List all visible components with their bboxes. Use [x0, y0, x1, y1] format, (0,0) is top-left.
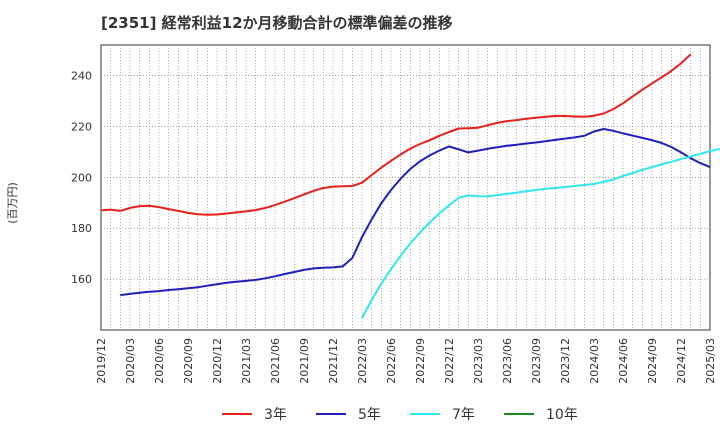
x-tick-label: 2022/03: [356, 338, 369, 384]
x-tick-label: 2024/09: [646, 338, 659, 384]
x-tick-label: 2020/03: [124, 338, 137, 384]
series-line: [361, 147, 720, 319]
legend: 3年 5年 7年 10年: [222, 407, 578, 423]
x-tick-labels: 2019/12 2020/03 2020/06 2020/09 2020/12 2021/…: [95, 338, 717, 384]
x-tick-label: 2021/09: [298, 338, 311, 384]
x-tick-label: 2021/06: [269, 338, 282, 384]
series-line: [100, 53, 692, 216]
x-tick-label: 2022/12: [443, 338, 456, 384]
y-tick-label: 180: [71, 222, 92, 235]
x-tick-label: 2024/03: [588, 338, 601, 384]
x-tick-label: 2022/06: [385, 338, 398, 384]
legend-label: 7年: [452, 407, 475, 423]
x-tick-label: 2020/12: [211, 338, 224, 384]
chart-title: [2351] 経常利益12か月移動合計の標準偏差の推移: [101, 14, 453, 32]
x-tick-label: 2021/12: [327, 338, 340, 384]
x-tick-label: 2019/12: [95, 338, 108, 384]
x-tick-label: 2022/09: [414, 338, 427, 384]
y-tick-labels: 160 180 200 220 240: [71, 70, 92, 287]
x-tick-label: 2020/09: [182, 338, 195, 384]
plot-area: [100, 44, 711, 331]
horizontal-grid: [101, 75, 710, 280]
legend-label: 10年: [546, 407, 578, 423]
y-tick-label: 200: [71, 171, 92, 184]
x-tick-label: 2021/03: [240, 338, 253, 384]
x-tick-label: 2025/03: [704, 338, 717, 384]
x-tick-label: 2024/12: [675, 338, 688, 384]
y-tick-label: 220: [71, 120, 92, 133]
y-axis-label: (百万円): [6, 182, 19, 224]
legend-label: 3年: [264, 407, 287, 423]
legend-label: 5年: [358, 407, 381, 423]
x-tick-label: 2023/09: [530, 338, 543, 384]
y-tick-label: 160: [71, 273, 92, 286]
series-line: [120, 128, 711, 297]
x-tick-label: 2023/03: [472, 338, 485, 384]
y-tick-label: 240: [71, 70, 92, 83]
x-tick-label: 2023/12: [559, 338, 572, 384]
x-tick-label: 2020/06: [153, 338, 166, 384]
x-tick-label: 2023/06: [501, 338, 514, 384]
series-lines: [100, 53, 720, 319]
x-tick-label: 2024/06: [617, 338, 630, 384]
